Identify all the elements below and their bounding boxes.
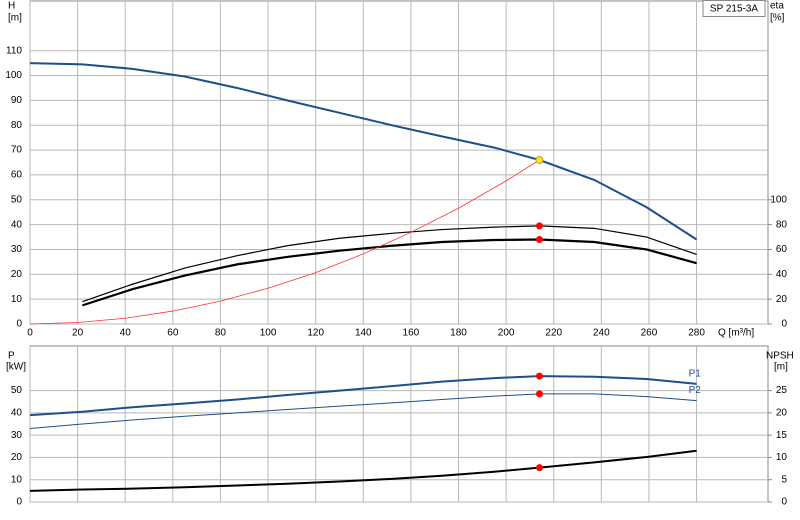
y2-tick-label: 0 bbox=[781, 497, 787, 508]
duty-point bbox=[535, 156, 544, 165]
y-axis-title: P bbox=[8, 351, 15, 362]
y2-tick-label: 0 bbox=[781, 319, 787, 330]
plot-frame bbox=[29, 345, 769, 503]
y-tick-label: 70 bbox=[11, 145, 23, 156]
y-tick-label: 0 bbox=[16, 319, 22, 330]
y-tick-label: 20 bbox=[11, 269, 23, 280]
curve bbox=[82, 225, 697, 303]
y-tick-label: 20 bbox=[11, 452, 23, 463]
y-axis-title: H bbox=[8, 1, 15, 12]
duty-point bbox=[535, 390, 543, 398]
x-tick-label: 140 bbox=[355, 328, 372, 339]
x-tick-label: 280 bbox=[688, 328, 705, 339]
pump-label: SP 215-3A bbox=[710, 4, 759, 15]
x-tick-label: 40 bbox=[120, 328, 132, 339]
y-tick-label: 50 bbox=[11, 194, 23, 205]
y-tick-label: 50 bbox=[11, 385, 23, 396]
y2-axis-title: eta bbox=[770, 1, 784, 12]
x-tick-label: 100 bbox=[260, 328, 277, 339]
x-tick-label: 80 bbox=[215, 328, 227, 339]
y2-tick-label: 40 bbox=[776, 269, 788, 280]
curve bbox=[29, 393, 697, 429]
y2-tick-label: 20 bbox=[776, 407, 788, 418]
curve bbox=[82, 238, 697, 307]
curve-label: P1 bbox=[689, 369, 702, 380]
curve bbox=[29, 375, 697, 417]
y2-tick-label: 100 bbox=[770, 194, 787, 205]
x-tick-label: 60 bbox=[167, 328, 179, 339]
y2-tick-label: 10 bbox=[776, 452, 788, 463]
x-tick-label: 180 bbox=[450, 328, 467, 339]
y2-tick-label: 20 bbox=[776, 294, 788, 305]
curve bbox=[29, 449, 697, 492]
x-axis-title: Q [m³/h] bbox=[718, 328, 754, 339]
y-tick-label: 60 bbox=[11, 170, 23, 181]
y-tick-label: 10 bbox=[11, 294, 23, 305]
curve bbox=[29, 159, 540, 325]
x-tick-label: 120 bbox=[307, 328, 324, 339]
y-axis-unit: [m] bbox=[8, 13, 22, 24]
pump-label-box bbox=[702, 0, 766, 17]
plot-frame bbox=[29, 0, 769, 325]
x-tick-label: 240 bbox=[593, 328, 610, 339]
y2-axis-title: NPSH bbox=[766, 351, 794, 362]
y-tick-label: 0 bbox=[16, 497, 22, 508]
y-tick-label: 30 bbox=[11, 430, 23, 441]
duty-point bbox=[535, 222, 543, 230]
x-tick-label: 260 bbox=[641, 328, 658, 339]
x-tick-label: 0 bbox=[27, 328, 33, 339]
y-tick-label: 110 bbox=[6, 45, 22, 56]
y-tick-label: 10 bbox=[11, 474, 23, 485]
y2-axis-unit: [m] bbox=[774, 362, 788, 373]
y2-tick-label: 5 bbox=[781, 474, 787, 485]
curve bbox=[29, 62, 698, 241]
y2-tick-label: 60 bbox=[776, 244, 788, 255]
y2-tick-label: 25 bbox=[776, 385, 788, 396]
x-tick-label: 220 bbox=[545, 328, 562, 339]
y2-tick-label: 80 bbox=[776, 219, 788, 230]
y-tick-label: 100 bbox=[5, 70, 22, 81]
curve-label: P2 bbox=[689, 385, 702, 396]
y-tick-label: 30 bbox=[11, 244, 23, 255]
y-tick-label: 40 bbox=[11, 219, 23, 230]
y-axis-unit: [kW] bbox=[6, 362, 26, 373]
y2-tick-label: 15 bbox=[776, 430, 788, 441]
y-tick-label: 90 bbox=[11, 95, 23, 106]
duty-point bbox=[535, 372, 543, 380]
y-tick-label: 40 bbox=[11, 407, 23, 418]
duty-point bbox=[535, 236, 543, 244]
y2-axis-unit: [%] bbox=[770, 13, 785, 24]
duty-point bbox=[535, 464, 543, 472]
x-tick-label: 20 bbox=[72, 328, 84, 339]
y-tick-label: 80 bbox=[11, 120, 23, 131]
x-tick-label: 200 bbox=[498, 328, 515, 339]
x-tick-label: 160 bbox=[403, 328, 420, 339]
